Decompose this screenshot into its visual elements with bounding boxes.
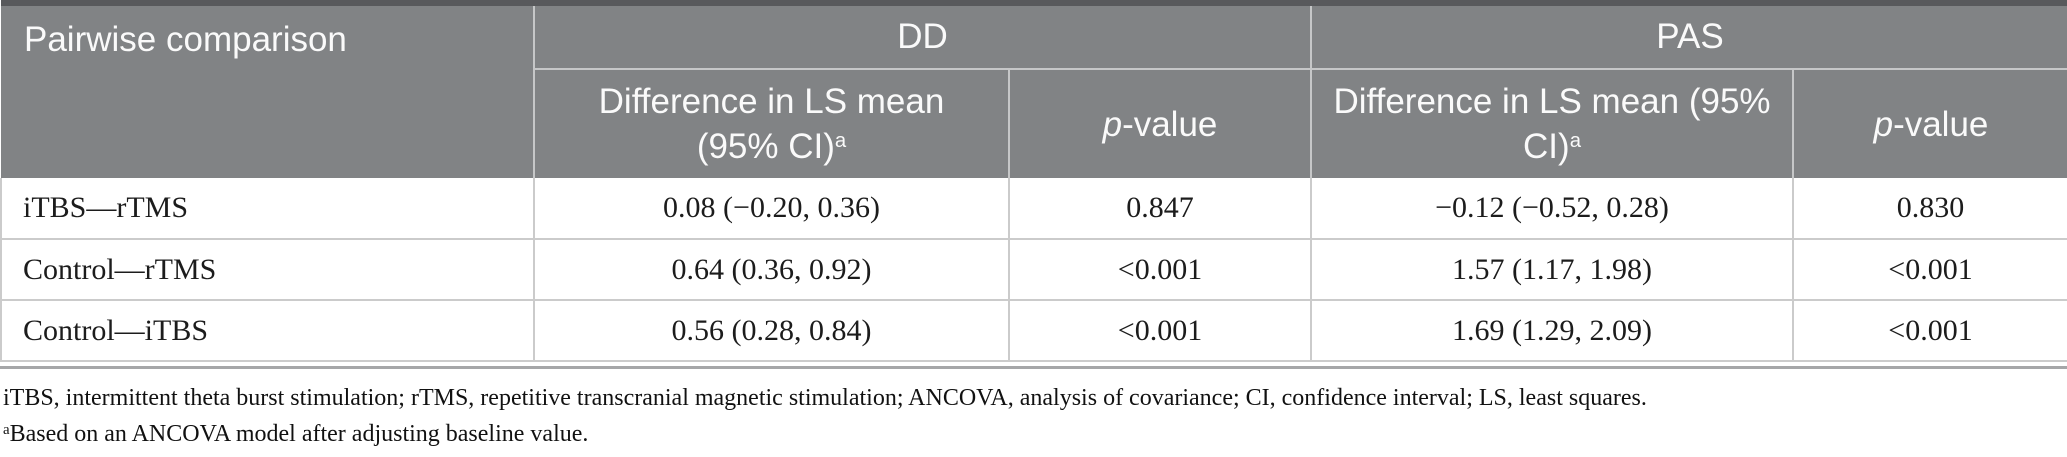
p-value-label-italic-p: p <box>1873 104 1894 144</box>
diff-ls-mean-label: Difference in LS mean (95% CI) <box>598 82 945 166</box>
row-label: iTBS—rTMS <box>0 178 535 240</box>
footnote-a-marker: a <box>834 129 847 152</box>
column-group-header-pas: PAS <box>1311 3 2067 70</box>
table-row: Control—rTMS 0.64 (0.36, 0.92) <0.001 1.… <box>0 239 2067 301</box>
cell-pas-difference: 1.69 (1.29, 2.09) <box>1311 300 1794 362</box>
table-row: iTBS—rTMS 0.08 (−0.20, 0.36) 0.847 −0.12… <box>0 178 2067 240</box>
abbreviations-footnote: iTBS, intermittent theta burst stimulati… <box>3 380 2067 416</box>
cell-dd-difference: 0.64 (0.36, 0.92) <box>534 239 1010 301</box>
cell-dd-p-value: <0.001 <box>1009 239 1312 301</box>
cell-pas-difference: −0.12 (−0.52, 0.28) <box>1311 178 1794 240</box>
p-value-label-italic-p: p <box>1102 104 1123 144</box>
diff-ls-mean-label: Difference in LS mean (95% CI) <box>1333 82 1771 166</box>
cell-pas-difference: 1.57 (1.17, 1.98) <box>1311 239 1794 301</box>
table-bottom-rule <box>0 366 2067 369</box>
row-label: Control—rTMS <box>0 239 535 301</box>
table-header: Pairwise comparison DD PAS Difference in… <box>1 3 2067 178</box>
column-header-pairwise-comparison: Pairwise comparison <box>1 3 535 178</box>
cell-pas-p-value: 0.830 <box>1793 178 2067 240</box>
cell-dd-p-value: <0.001 <box>1009 300 1312 362</box>
column-header-dd-difference: Difference in LS mean (95% CI)a <box>534 69 1010 178</box>
table-body: iTBS—rTMS 0.08 (−0.20, 0.36) 0.847 −0.12… <box>0 178 2067 362</box>
pairwise-comparison-table: Pairwise comparison DD PAS Difference in… <box>0 0 2067 362</box>
ancova-footnote-text: Based on an ANCOVA model after adjusting… <box>9 421 589 447</box>
p-value-label-rest: -value <box>1122 104 1218 144</box>
cell-pas-p-value: <0.001 <box>1793 300 2067 362</box>
p-value-label-rest: -value <box>1893 104 1989 144</box>
footnote-a-marker: a <box>3 421 10 438</box>
group-header-row: Pairwise comparison DD PAS <box>1 3 2067 178</box>
abbreviations-text: iTBS, intermittent theta burst stimulati… <box>3 385 1647 411</box>
row-label: Control—iTBS <box>0 300 535 362</box>
table-row: Control—iTBS 0.56 (0.28, 0.84) <0.001 1.… <box>0 300 2067 362</box>
table-footnotes: iTBS, intermittent theta burst stimulati… <box>0 380 2067 452</box>
column-header-pas-difference: Difference in LS mean (95% CI)a <box>1311 69 1794 178</box>
cell-dd-p-value: 0.847 <box>1009 178 1312 240</box>
column-header-pas-p-value: p-value <box>1793 69 2067 178</box>
column-group-header-dd: DD <box>534 3 1312 70</box>
cell-dd-difference: 0.56 (0.28, 0.84) <box>534 300 1010 362</box>
column-header-dd-p-value: p-value <box>1009 69 1312 178</box>
footnote-a-marker: a <box>1569 129 1581 152</box>
sub-header-row: Difference in LS mean (95% CI)a p-value … <box>1 69 2067 178</box>
cell-pas-p-value: <0.001 <box>1793 239 2067 301</box>
cell-dd-difference: 0.08 (−0.20, 0.36) <box>534 178 1010 240</box>
ancova-footnote: aBased on an ANCOVA model after adjustin… <box>3 416 2067 452</box>
